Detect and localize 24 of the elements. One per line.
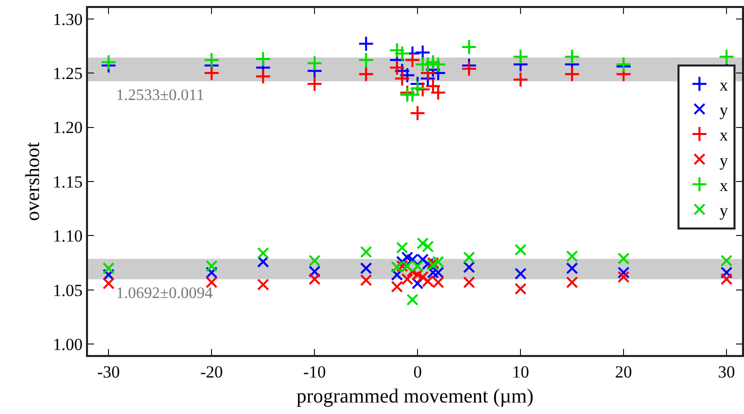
x-tick-label: 20 bbox=[615, 362, 632, 382]
x-tick-label: 0 bbox=[413, 362, 422, 382]
y-tick-label: 1.10 bbox=[52, 226, 83, 246]
x-tick-label: -30 bbox=[97, 362, 120, 382]
x-tick-label: 10 bbox=[512, 362, 530, 382]
y-tick-label: 1.30 bbox=[52, 10, 83, 29]
legend-label: y bbox=[719, 200, 728, 220]
x-tick-label: 30 bbox=[718, 362, 736, 382]
y-tick-label: 1.05 bbox=[52, 280, 83, 300]
x-tick-label: -20 bbox=[200, 362, 223, 382]
band-label: 1.0692±0.0094 bbox=[116, 285, 213, 302]
legend-label: x bbox=[719, 176, 728, 195]
band-label: 1.2533±0.011 bbox=[116, 87, 204, 104]
x-tick-label: -10 bbox=[303, 362, 326, 382]
y-tick-label: 1.25 bbox=[52, 64, 83, 84]
legend-label: y bbox=[719, 150, 728, 170]
legend-label: y bbox=[719, 100, 728, 120]
x-axis-title: programmed movement (µm) bbox=[296, 385, 534, 408]
legend-label: x bbox=[719, 126, 728, 145]
y-tick-label: 1.15 bbox=[52, 172, 83, 192]
y-tick-label: 1.20 bbox=[52, 118, 83, 138]
y-tick-label: 1.00 bbox=[52, 335, 83, 354]
legend-label: x bbox=[719, 75, 728, 94]
y-axis-title: overshoot bbox=[22, 142, 44, 221]
